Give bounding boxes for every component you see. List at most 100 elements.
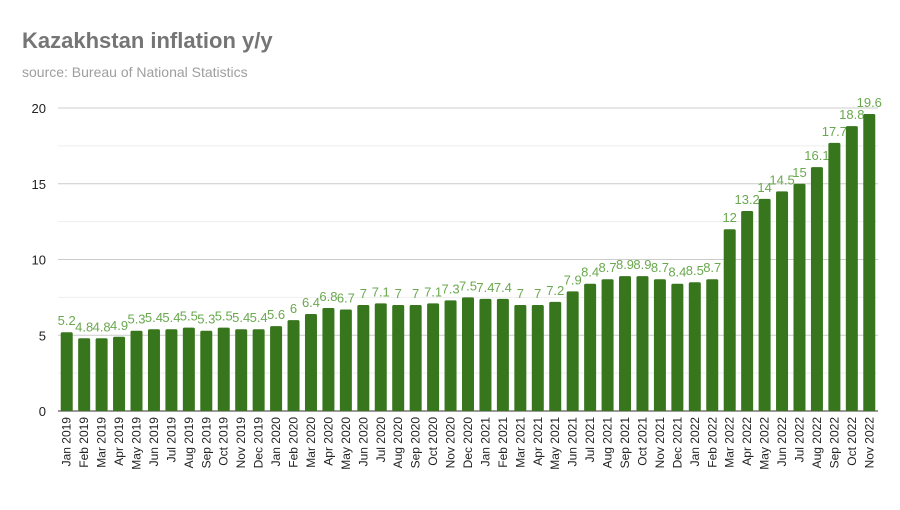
bar bbox=[584, 283, 597, 411]
bar bbox=[828, 142, 841, 411]
data-label: 6.7 bbox=[337, 290, 355, 305]
bar bbox=[392, 304, 405, 411]
data-label: 13.2 bbox=[734, 192, 759, 207]
x-tick-label: Jan 2021 bbox=[478, 417, 492, 467]
x-tick-label: Aug 2021 bbox=[601, 417, 615, 469]
data-label: 5.5 bbox=[180, 309, 198, 324]
data-label: 7.1 bbox=[372, 284, 390, 299]
x-tick-label: Oct 2021 bbox=[635, 417, 649, 466]
x-tick-label: Jun 2020 bbox=[356, 417, 370, 467]
x-tick-label: Oct 2020 bbox=[426, 417, 440, 466]
data-label: 7.5 bbox=[459, 278, 477, 293]
x-tick-label: Jan 2020 bbox=[269, 417, 283, 467]
bar bbox=[217, 327, 230, 411]
data-label: 5.6 bbox=[267, 307, 285, 322]
x-tick-label: Mar 2021 bbox=[513, 417, 527, 468]
bar bbox=[671, 283, 684, 411]
x-tick-label: Sep 2021 bbox=[618, 417, 632, 469]
data-label: 8.4 bbox=[668, 265, 686, 280]
x-tick-label: Aug 2022 bbox=[810, 417, 824, 469]
x-tick-label: Jul 2022 bbox=[792, 417, 806, 463]
bar bbox=[287, 320, 300, 411]
bar bbox=[462, 297, 474, 411]
x-tick-label: Nov 2022 bbox=[862, 417, 876, 469]
bar bbox=[810, 167, 823, 411]
x-tick-label: Jul 2021 bbox=[583, 417, 597, 463]
bar bbox=[531, 304, 544, 411]
x-tick-label: Feb 2021 bbox=[496, 417, 510, 468]
data-label: 4.9 bbox=[110, 318, 128, 333]
bar bbox=[601, 279, 614, 411]
y-tick-label: 10 bbox=[32, 253, 46, 268]
data-label: 16.1 bbox=[804, 148, 829, 163]
bar bbox=[776, 191, 789, 411]
data-label: 5.4 bbox=[145, 310, 163, 325]
x-tick-label: Jan 2019 bbox=[60, 417, 74, 467]
bar bbox=[165, 329, 178, 411]
x-tick-label: Feb 2019 bbox=[77, 417, 91, 468]
y-tick-label: 5 bbox=[39, 328, 46, 343]
data-label: 6 bbox=[290, 301, 297, 316]
x-tick-label: Aug 2020 bbox=[391, 417, 405, 469]
data-label: 7.4 bbox=[494, 280, 512, 295]
data-label: 19.6 bbox=[857, 95, 882, 110]
data-label: 8.5 bbox=[686, 263, 704, 278]
x-tick-label: Sep 2022 bbox=[827, 417, 841, 469]
x-tick-label: Dec 2020 bbox=[461, 417, 475, 469]
data-label: 7 bbox=[412, 286, 419, 301]
data-label: 5.5 bbox=[215, 309, 233, 324]
data-label: 7.2 bbox=[546, 283, 564, 298]
bar bbox=[566, 291, 579, 411]
data-label: 5.3 bbox=[197, 312, 215, 327]
x-tick-label: Jul 2019 bbox=[164, 417, 178, 463]
bar bbox=[706, 279, 719, 411]
bar bbox=[95, 338, 108, 411]
data-label: 7 bbox=[534, 286, 541, 301]
data-label: 7.4 bbox=[476, 280, 494, 295]
x-tick-label: Sep 2019 bbox=[199, 417, 213, 469]
data-label: 7 bbox=[517, 286, 524, 301]
x-tick-label: Feb 2022 bbox=[705, 417, 719, 468]
x-tick-label: Dec 2019 bbox=[252, 417, 266, 469]
bar bbox=[653, 279, 666, 411]
x-tick-label: Jul 2020 bbox=[374, 417, 388, 463]
bar bbox=[496, 298, 509, 411]
data-label: 17.7 bbox=[822, 124, 847, 139]
data-label: 5.4 bbox=[232, 310, 250, 325]
x-tick-label: Jun 2022 bbox=[775, 417, 789, 467]
bar bbox=[357, 304, 370, 411]
x-tick-label: Nov 2020 bbox=[444, 417, 458, 469]
bar bbox=[200, 330, 213, 411]
x-tick-label: Jun 2019 bbox=[147, 417, 161, 467]
bar bbox=[252, 329, 265, 411]
x-tick-label: Sep 2020 bbox=[409, 417, 423, 469]
data-label: 14 bbox=[757, 180, 771, 195]
chart-title: Kazakhstan inflation y/y bbox=[22, 28, 273, 53]
bar bbox=[688, 282, 701, 411]
x-tick-label: Dec 2021 bbox=[670, 417, 684, 469]
x-tick-label: Oct 2019 bbox=[217, 417, 231, 466]
x-tick-label: Oct 2022 bbox=[845, 417, 859, 466]
y-tick-label: 0 bbox=[39, 404, 46, 419]
x-tick-label: May 2021 bbox=[548, 417, 562, 470]
bar bbox=[741, 211, 754, 411]
x-tick-label: Mar 2020 bbox=[304, 417, 318, 468]
data-label: 4.8 bbox=[75, 319, 93, 334]
bar bbox=[78, 338, 91, 411]
x-tick-label: Jan 2022 bbox=[688, 417, 702, 467]
bar bbox=[235, 329, 248, 411]
bar bbox=[409, 304, 422, 411]
x-tick-label: Mar 2019 bbox=[95, 417, 109, 468]
data-label: 8.7 bbox=[651, 260, 669, 275]
x-tick-label: May 2019 bbox=[130, 417, 144, 470]
data-label: 8.9 bbox=[633, 257, 651, 272]
data-label: 8.4 bbox=[581, 265, 599, 280]
data-label: 8.7 bbox=[599, 260, 617, 275]
bar bbox=[863, 114, 876, 411]
data-label: 7.3 bbox=[442, 281, 460, 296]
x-tick-label: Jun 2021 bbox=[566, 417, 580, 467]
bar bbox=[444, 300, 457, 411]
data-label: 18.8 bbox=[839, 107, 864, 122]
data-label: 6.8 bbox=[319, 289, 337, 304]
